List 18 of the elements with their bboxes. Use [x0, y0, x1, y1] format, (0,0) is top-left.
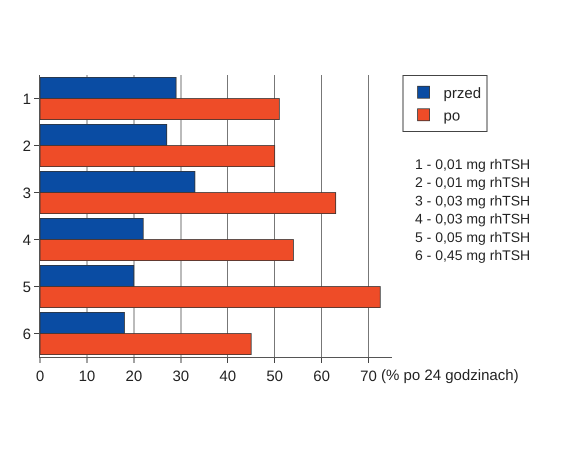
legend-label: po	[444, 108, 460, 125]
y-tick-label: 5	[22, 278, 31, 296]
y-tick-label: 1	[22, 90, 31, 108]
x-tick-label: 20	[126, 368, 142, 385]
x-tick-label: 0	[36, 368, 44, 385]
legend-label: przed	[444, 85, 482, 102]
x-tick-label: 50	[266, 368, 284, 385]
x-tick-label: 70	[360, 368, 377, 385]
x-tick-label: 10	[78, 368, 96, 385]
x-tick-label: 60	[313, 368, 330, 385]
y-tick-label: 6	[22, 326, 31, 343]
text: 1 - 0,01 mg rhTSH 2 - 0,01 mg rhTSH 3 - 0,03 mg rhTSH 4 - 0,03 mg rhTSH 5 - 0,05 mg rhTSH 6 - 0,45 mg rhTSH	[415, 156, 530, 263]
x-tick-label: 30	[172, 368, 190, 385]
y-tick-label: 3	[22, 184, 31, 202]
x-tick-label: 40	[219, 368, 236, 385]
y-tick-label: 4	[22, 232, 31, 249]
x-axis-title: (% po 24 godzinach)	[381, 367, 519, 384]
y-tick-label: 2	[22, 138, 31, 155]
